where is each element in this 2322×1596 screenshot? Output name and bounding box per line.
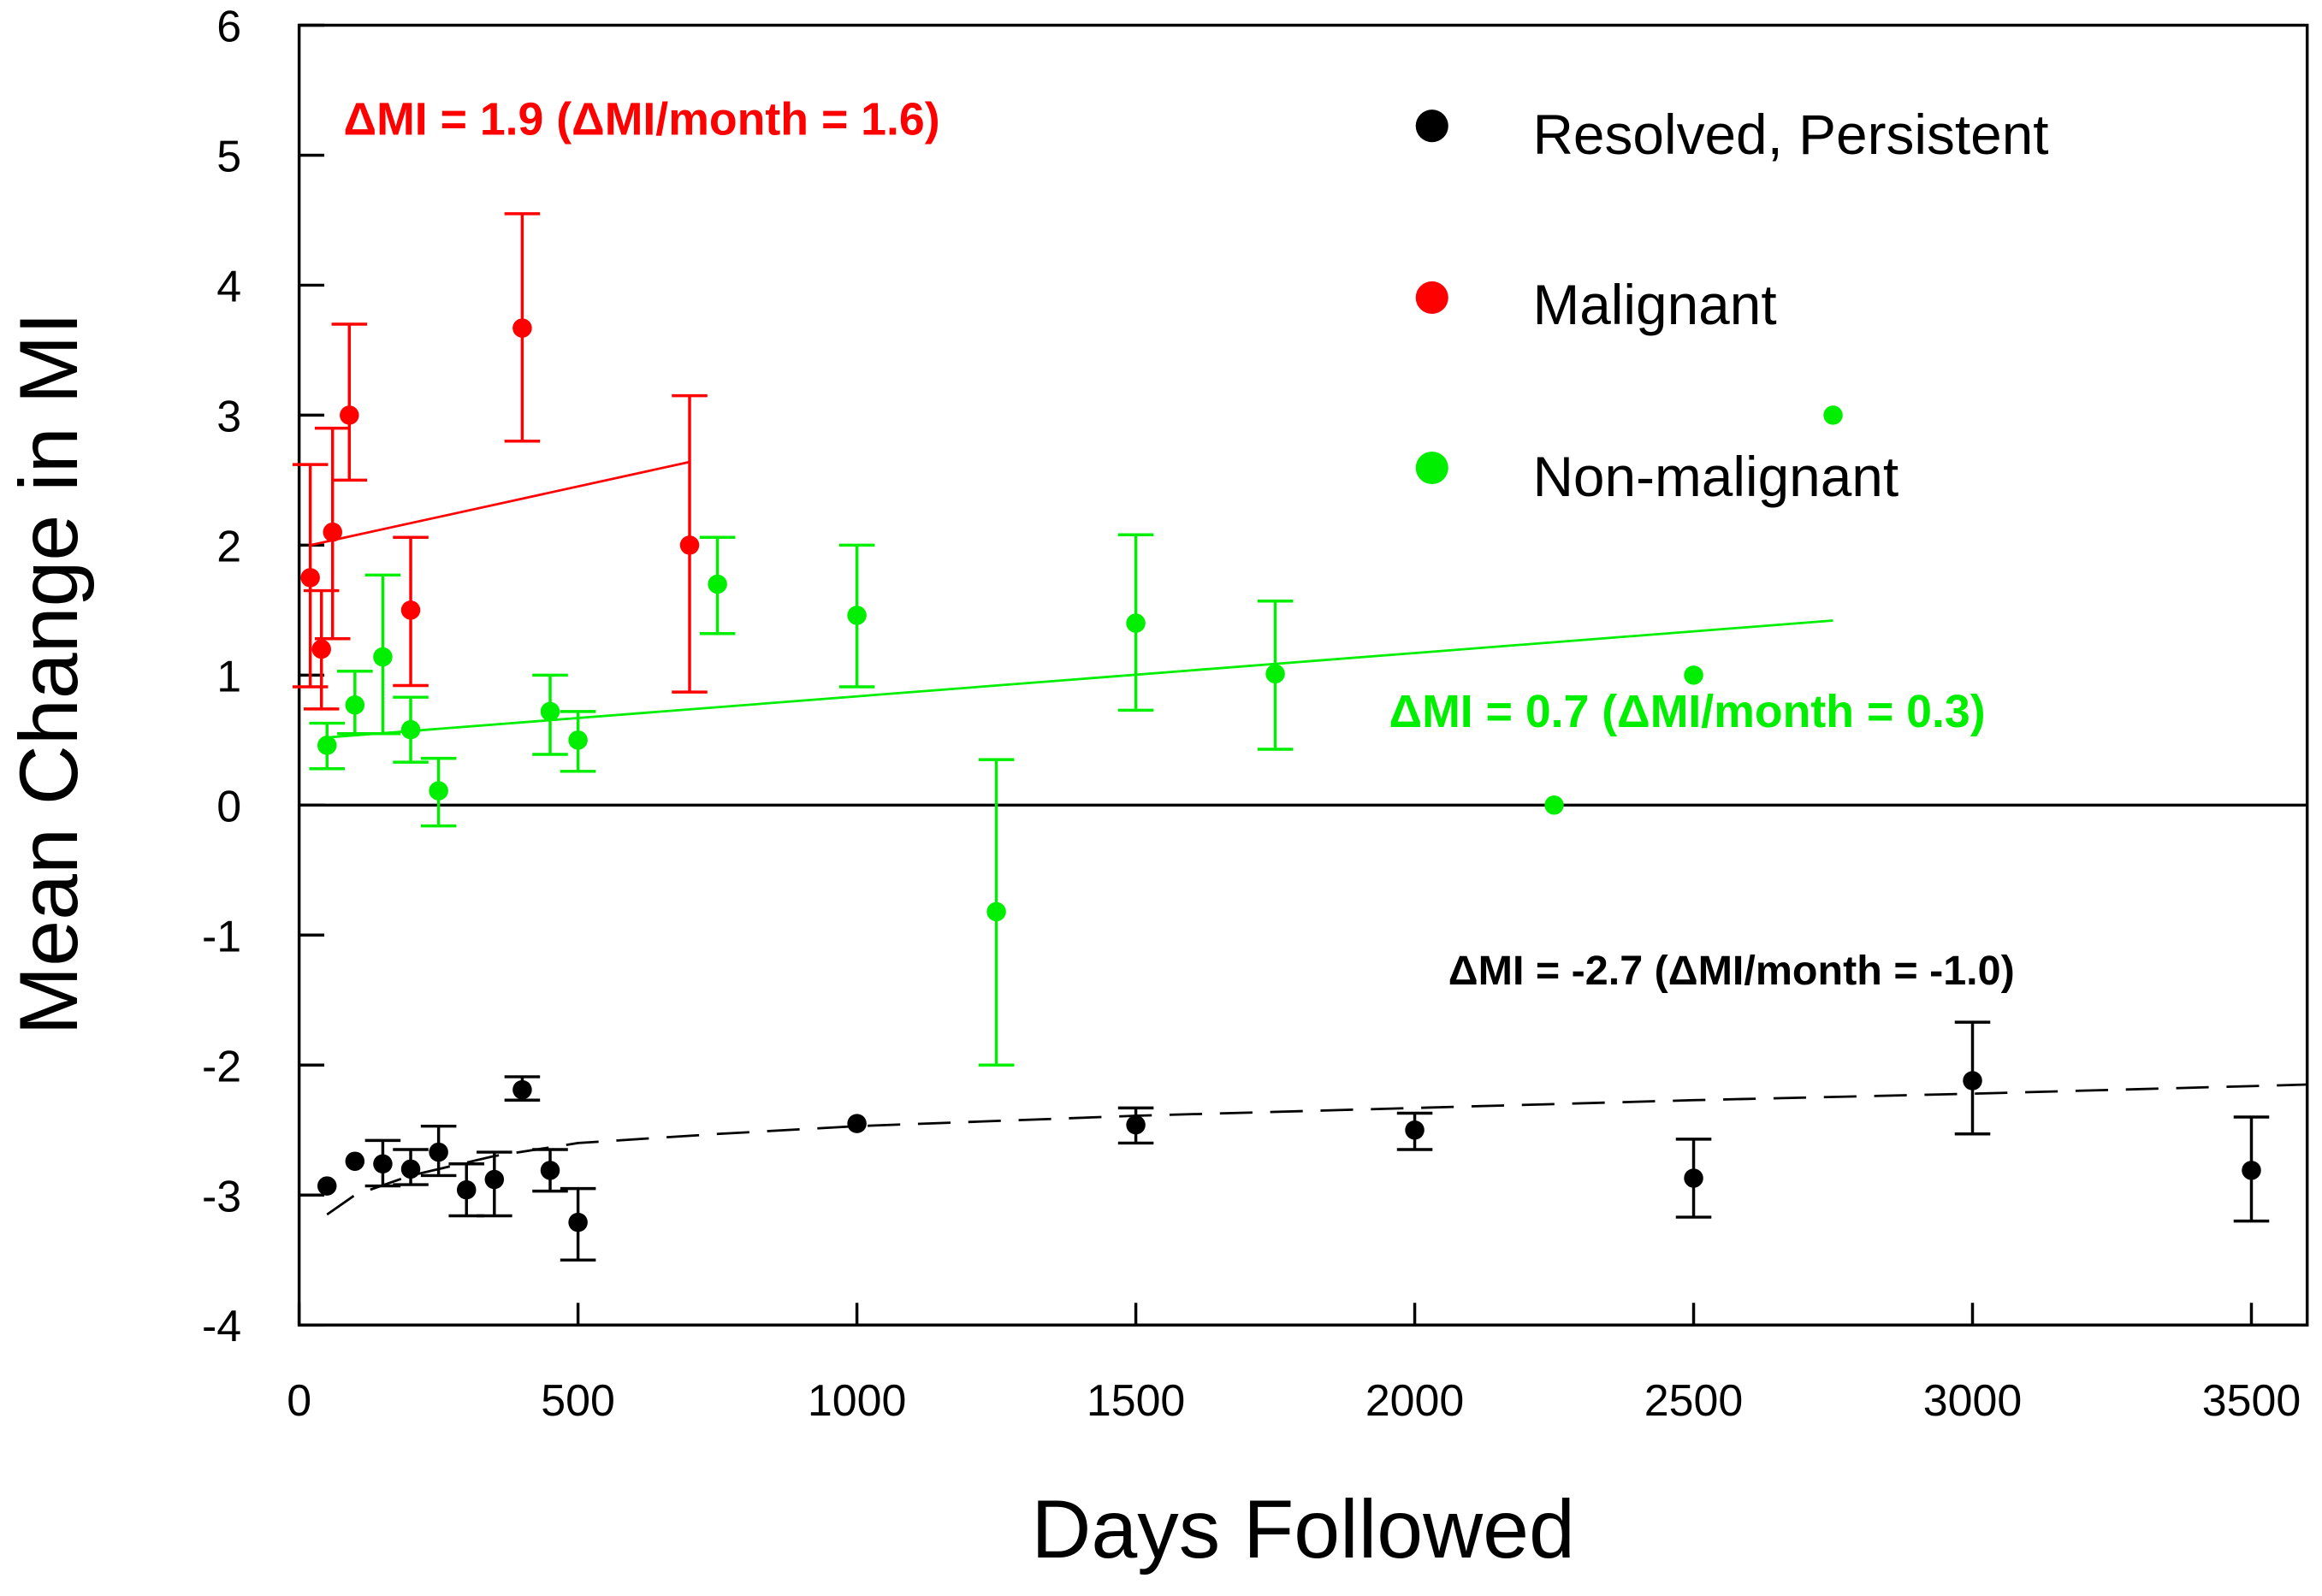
data-point	[311, 639, 331, 659]
data-point	[345, 1151, 365, 1171]
data-point	[512, 1079, 532, 1100]
y-tick-label: 1	[216, 652, 241, 701]
data-point	[345, 695, 365, 715]
data-point	[986, 901, 1006, 922]
data-point	[400, 1159, 421, 1179]
data-point	[456, 1179, 477, 1200]
data-point	[1684, 1168, 1703, 1188]
y-tick-label: 6	[216, 3, 241, 52]
x-tick-label: 3000	[1923, 1376, 2022, 1426]
legend-marker-non-malignant	[1415, 451, 1448, 485]
data-point	[400, 600, 421, 620]
x-tick-label: 0	[287, 1376, 311, 1426]
data-point	[540, 701, 560, 722]
data-point	[429, 1142, 448, 1162]
x-tick-label: 3500	[2202, 1376, 2301, 1426]
fit-line	[310, 460, 690, 547]
legend-label-malignant: Malignant	[1532, 273, 1776, 336]
legend-marker-malignant	[1415, 281, 1448, 315]
series-malignant	[292, 212, 708, 711]
data-point	[373, 1154, 393, 1173]
legend-label-resolved: Resolved, Persistent	[1532, 103, 2048, 166]
y-tick-label: -2	[202, 1042, 241, 1091]
y-tick-label: 0	[216, 782, 241, 831]
data-point	[540, 1161, 560, 1180]
x-tick-label: 1000	[808, 1376, 906, 1426]
data-point	[373, 647, 393, 667]
data-point	[1544, 795, 1564, 815]
plot-frame	[297, 23, 2309, 1327]
y-axis-label: Mean Change in MI	[2, 312, 95, 1036]
data-point	[708, 574, 727, 594]
legend-label-non-malignant: Non-malignant	[1532, 445, 1898, 508]
axes: 0 500 1000 1500 2000 2500 3000 3500 -4 -3 -2 -1 0 1 2 3…	[202, 3, 2309, 1426]
data-point	[1963, 1071, 1982, 1091]
y-tick-label: -3	[202, 1172, 241, 1221]
series-non-malignant	[309, 405, 1843, 1067]
marks	[292, 212, 2307, 1262]
x-axis-label: Days Followed	[1031, 1482, 1575, 1575]
data-point	[400, 719, 421, 740]
data-point	[340, 405, 359, 425]
x-tick-label: 1500	[1087, 1376, 1185, 1426]
data-point	[847, 606, 867, 625]
data-point	[568, 730, 588, 750]
data-point	[1126, 1114, 1146, 1135]
y-tick-label: 5	[216, 132, 241, 181]
data-point	[512, 318, 532, 338]
y-tick-label: 2	[216, 522, 241, 571]
data-point	[1265, 664, 1285, 684]
fit-line	[326, 1083, 2307, 1216]
annotation-non-malignant: ΔMI = 0.7 (ΔMI/month = 0.3)	[1389, 686, 1986, 737]
data-point	[484, 1169, 505, 1190]
y-tick-label: 4	[216, 262, 241, 311]
x-tick-label: 2000	[1365, 1376, 1464, 1426]
legend: Resolved, Persistent Malignant Non-malig…	[1415, 103, 2049, 508]
data-point	[429, 781, 448, 801]
data-point	[847, 1114, 867, 1133]
x-tick-label: 2500	[1644, 1376, 1743, 1426]
data-point	[679, 535, 700, 555]
data-point	[317, 1176, 337, 1196]
data-point	[317, 736, 337, 755]
data-point	[1405, 1120, 1425, 1140]
y-tick-label: 3	[216, 392, 241, 441]
data-point	[2242, 1161, 2261, 1180]
annotation-resolved: ΔMI = -2.7 (ΔMI/month = -1.0)	[1448, 948, 2015, 994]
data-point	[568, 1212, 588, 1232]
y-tick-label: -1	[202, 912, 241, 961]
data-point	[1684, 665, 1703, 685]
series-resolved-persistent	[317, 1020, 2307, 1262]
x-tick-label: 500	[541, 1376, 615, 1426]
legend-marker-resolved	[1415, 109, 1448, 143]
y-tick-label: -4	[202, 1302, 241, 1351]
annotation-malignant: ΔMI = 1.9 (ΔMI/month = 1.6)	[344, 94, 940, 145]
data-point	[323, 522, 343, 542]
data-point	[300, 568, 320, 588]
data-point	[1126, 613, 1146, 633]
data-point	[1823, 405, 1843, 425]
